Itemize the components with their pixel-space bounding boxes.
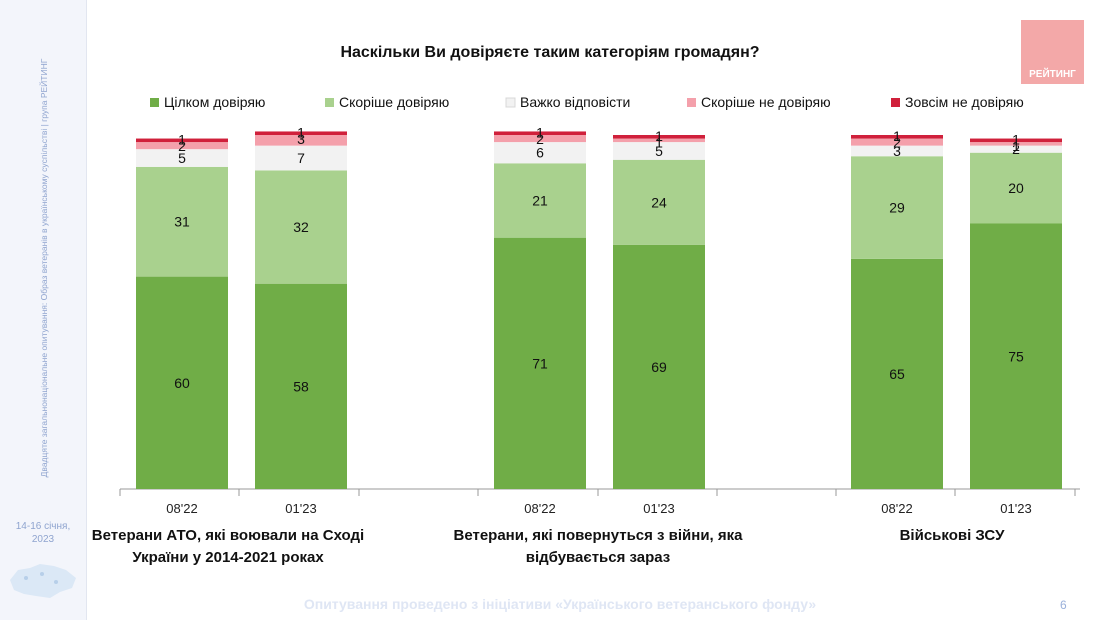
- bar-segment: [136, 142, 228, 150]
- bar-segment: [255, 283, 347, 489]
- bar-segment: [613, 244, 705, 489]
- data-label: 69: [651, 359, 667, 375]
- data-label: 1: [536, 124, 544, 140]
- data-label: 1: [178, 132, 186, 148]
- data-label: 2: [178, 138, 186, 154]
- page-number: 6: [1060, 598, 1067, 612]
- bar-segment: [255, 135, 347, 146]
- group-label: Ветерани АТО, які воювали на Сході: [92, 527, 364, 544]
- data-label: 58: [293, 378, 309, 394]
- bar-segment: [851, 156, 943, 259]
- bar-segment: [613, 142, 705, 160]
- data-label: 24: [651, 194, 667, 210]
- sidebar: Двадцяте загальнонаціональне опитування:…: [0, 0, 87, 620]
- bar-segment: [494, 237, 586, 489]
- footer-note: Опитування проведено з ініціативи «Украї…: [303, 596, 817, 612]
- bar-segment: [494, 135, 586, 143]
- group-label: Ветерани, які повернуться з війни, яка: [454, 527, 744, 544]
- data-label: 1: [893, 128, 901, 144]
- data-label: 1: [1012, 138, 1020, 154]
- bar-segment: [970, 223, 1062, 489]
- legend-label-2: Скоріше довіряю: [339, 94, 449, 110]
- data-label: 31: [174, 214, 190, 230]
- bar-segment: [255, 145, 347, 171]
- bar-segment: [613, 135, 705, 139]
- bar-segment: [851, 145, 943, 157]
- x-tick-label: 01'23: [285, 501, 316, 516]
- bar-segment: [136, 276, 228, 489]
- legend-swatch-5: [891, 98, 900, 107]
- bar-segment: [970, 145, 1062, 153]
- bar-segment: [613, 138, 705, 143]
- group-label: відбувається зараз: [526, 549, 671, 566]
- x-tick-label: 01'23: [643, 501, 674, 516]
- legend-swatch-1: [150, 98, 159, 107]
- bar-segment: [613, 159, 705, 245]
- x-tick-label: 08'22: [524, 501, 555, 516]
- legend-label-5: Зовсім не довіряю: [905, 94, 1024, 110]
- bar-segment: [970, 152, 1062, 224]
- data-label: 75: [1008, 348, 1024, 364]
- bar-segment: [255, 170, 347, 284]
- data-label: 20: [1008, 180, 1024, 196]
- data-label: 1: [1012, 132, 1020, 148]
- bar-segment: [255, 131, 347, 135]
- brand-logo-text: РЕЙТИНГ: [1029, 69, 1076, 80]
- bar-segment: [970, 138, 1062, 143]
- legend-label-1: Цілком довіряю: [164, 94, 265, 110]
- bar-segment: [494, 131, 586, 135]
- data-label: 21: [532, 192, 548, 208]
- data-label: 6: [536, 145, 544, 161]
- legend-label-3: Важко відповісти: [520, 94, 630, 110]
- data-label: 2: [1012, 141, 1020, 157]
- legend-swatch-4: [687, 98, 696, 107]
- bar-segment: [851, 138, 943, 146]
- x-tick-label: 08'22: [881, 501, 912, 516]
- bar-segment: [136, 149, 228, 167]
- data-label: 2: [536, 131, 544, 147]
- data-label: 1: [297, 124, 305, 140]
- legend-swatch-2: [325, 98, 334, 107]
- sidebar-date: 14-16 січня, 2023: [6, 520, 80, 546]
- data-label: 32: [293, 219, 309, 235]
- legend-swatch-3: [505, 97, 516, 108]
- sidebar-date-line2: 2023: [31, 534, 55, 545]
- group-label: України у 2014-2021 роках: [132, 549, 324, 566]
- group-label: Військові ЗСУ: [900, 527, 1005, 544]
- data-label: 1: [655, 128, 663, 144]
- data-label: 7: [297, 150, 305, 166]
- bar-segment: [851, 258, 943, 489]
- data-label: 2: [893, 135, 901, 151]
- bar-segment: [494, 142, 586, 164]
- data-label: 60: [174, 375, 190, 391]
- data-label: 1: [655, 135, 663, 151]
- brand-logo: РЕЙТИНГ: [1021, 20, 1084, 84]
- chart-title: Наскільки Ви довіряєте таким категоріям …: [340, 44, 760, 61]
- data-label: 5: [655, 143, 663, 159]
- bar-segment: [136, 166, 228, 277]
- data-label: 71: [532, 355, 548, 371]
- data-label: 29: [889, 200, 905, 216]
- x-tick-label: 08'22: [166, 501, 197, 516]
- x-tick-label: 01'23: [1000, 501, 1031, 516]
- legend-label-4: Скоріше не довіряю: [701, 94, 831, 110]
- data-label: 3: [893, 143, 901, 159]
- data-label: 3: [297, 131, 305, 147]
- bar-segment: [970, 142, 1062, 146]
- bar-segment: [851, 135, 943, 139]
- data-label: 5: [178, 150, 186, 166]
- ukraine-map-icon: [10, 564, 76, 598]
- sidebar-date-line1: 14-16 січня,: [15, 521, 71, 532]
- bar-segment: [494, 163, 586, 238]
- bar-segment: [136, 138, 228, 143]
- data-label: 65: [889, 366, 905, 382]
